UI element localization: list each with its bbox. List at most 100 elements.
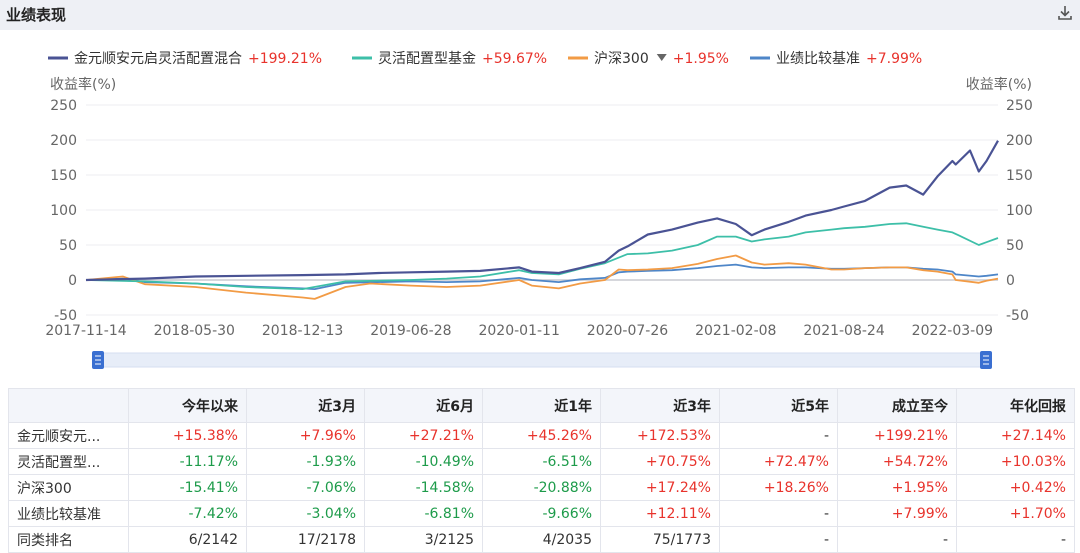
- table-row: 业绩比较基准 -7.42% -3.04% -6.81% -9.66% +12.11% - +7…: [8, 500, 1075, 527]
- series-line-0: [85, 140, 999, 282]
- header-cell-blank: [8, 388, 129, 423]
- table-row: 灵活配置型... -11.17% -1.93% -10.49% -6.51% +70.75…: [8, 448, 1075, 475]
- table-cell: +72.47%: [719, 448, 838, 475]
- table-cell: 75/1773: [600, 526, 720, 553]
- y-tick-label-left: 250: [50, 98, 77, 114]
- legend-value: +1.95%: [673, 51, 729, 67]
- performance-table: 今年以来 近3月 近6月 近1年 近3年 近5年 成立至今 年化回报 金元顺安元…: [8, 388, 1075, 553]
- table-cell: +15.38%: [128, 422, 247, 449]
- table-row: 沪深300 -15.41% -7.06% -14.58% -20.88% +17.24% +…: [8, 474, 1075, 501]
- table-cell: +18.26%: [719, 474, 838, 501]
- table-cell: -1.93%: [246, 448, 365, 475]
- legend-label[interactable]: 灵活配置型基金: [378, 50, 476, 67]
- header-cell-5y: 近5年: [719, 388, 838, 423]
- table-cell: +1.95%: [837, 474, 957, 501]
- legend-label[interactable]: 沪深300: [594, 51, 649, 67]
- table-cell: +172.53%: [600, 422, 720, 449]
- y-tick-label-right: 250: [1006, 98, 1033, 114]
- table-cell: -3.04%: [246, 500, 365, 527]
- y-tick-label-left: 200: [50, 133, 77, 149]
- section-header: 业绩表现: [0, 0, 1080, 30]
- legend-label[interactable]: 金元顺安元启灵活配置混合: [74, 51, 242, 67]
- table-cell: 4/2035: [482, 526, 601, 553]
- x-tick-label: 2018-12-13: [262, 323, 343, 339]
- table-cell: +199.21%: [837, 422, 957, 449]
- table-cell: +10.03%: [956, 448, 1075, 475]
- x-tick-label: 2017-11-14: [45, 323, 126, 339]
- table-cell: -: [719, 422, 838, 449]
- header-cell-inception: 成立至今: [837, 388, 957, 423]
- x-tick-label: 2021-02-08: [695, 323, 776, 339]
- y-axis-title-left: 收益率(%): [50, 76, 116, 93]
- y-tick-label-left: 0: [68, 273, 77, 289]
- table-cell: -9.66%: [482, 500, 601, 527]
- legend-label[interactable]: 业绩比较基准: [776, 50, 860, 67]
- table-cell: -: [837, 526, 957, 553]
- table-cell: -6.81%: [364, 500, 483, 527]
- x-tick-label: 2018-05-30: [154, 323, 235, 339]
- y-tick-label-right: 100: [1006, 203, 1033, 219]
- x-tick-label: 2019-06-28: [370, 323, 451, 339]
- y-tick-label-left: 150: [50, 168, 77, 184]
- y-tick-label-right: 150: [1006, 168, 1033, 184]
- table-cell: +12.11%: [600, 500, 720, 527]
- table-cell: -7.42%: [128, 500, 247, 527]
- table-cell: -11.17%: [128, 448, 247, 475]
- table-cell: +7.99%: [837, 500, 957, 527]
- table-cell: +45.26%: [482, 422, 601, 449]
- legend-value: +199.21%: [248, 51, 322, 67]
- header-cell-ytd: 今年以来: [128, 388, 247, 423]
- header-cell-6m: 近6月: [364, 388, 483, 423]
- table-cell: -: [956, 526, 1075, 553]
- table-cell: +7.96%: [246, 422, 365, 449]
- series-line-1: [85, 222, 999, 290]
- x-tick-label: 2020-01-11: [478, 323, 559, 339]
- chevron-down-icon[interactable]: [656, 54, 667, 61]
- table-cell: -6.51%: [482, 448, 601, 475]
- table-cell: -14.58%: [364, 474, 483, 501]
- series-line-3: [85, 263, 999, 290]
- table-cell: 6/2142: [128, 526, 247, 553]
- table-cell: -20.88%: [482, 474, 601, 501]
- table-row: 同类排名 6/2142 17/2178 3/2125 4/2035 75/1773- - -: [8, 526, 1075, 553]
- table-cell: +27.14%: [956, 422, 1075, 449]
- row-name: 金元顺安元...: [8, 422, 129, 449]
- x-tick-label: 2022-03-09: [912, 323, 993, 339]
- y-tick-label-right: 50: [1006, 238, 1024, 254]
- y-tick-label-right: 0: [1006, 273, 1015, 289]
- y-tick-label-left: 50: [59, 238, 77, 254]
- table-cell: +54.72%: [837, 448, 957, 475]
- table-row: 金元顺安元... +15.38% +7.96% +27.21% +45.26% +172.…: [8, 422, 1075, 449]
- range-slider-track[interactable]: [97, 352, 987, 368]
- table-cell: -: [719, 526, 838, 553]
- download-icon[interactable]: [1056, 4, 1074, 22]
- y-tick-label-left: -50: [54, 308, 77, 324]
- y-tick-label-right: 200: [1006, 133, 1033, 149]
- legend-value: +59.67%: [482, 51, 547, 67]
- table-cell: +1.70%: [956, 500, 1075, 527]
- header-cell-3y: 近3年: [600, 388, 720, 423]
- header-cell-1y: 近1年: [482, 388, 601, 423]
- table-cell: -10.49%: [364, 448, 483, 475]
- y-tick-label-left: 100: [50, 203, 77, 219]
- row-name: 同类排名: [8, 526, 129, 553]
- table-cell: 3/2125: [364, 526, 483, 553]
- table-cell: +17.24%: [600, 474, 720, 501]
- table-cell: +70.75%: [600, 448, 720, 475]
- table-cell: -15.41%: [128, 474, 247, 501]
- x-tick-label: 2020-07-26: [587, 323, 668, 339]
- performance-chart: 250 250 200 200 150 150 100 100 50 50 0 0 -50 -50 收益率(…: [45, 50, 1033, 369]
- table-cell: -: [719, 500, 838, 527]
- row-name: 业绩比较基准: [8, 500, 129, 527]
- table-header-row: 今年以来 近3月 近6月 近1年 近3年 近5年 成立至今 年化回报: [8, 388, 1075, 423]
- table-cell: -7.06%: [246, 474, 365, 501]
- header-cell-annualized: 年化回报: [956, 388, 1075, 423]
- row-name: 灵活配置型...: [8, 448, 129, 475]
- row-name: 沪深300: [8, 474, 129, 501]
- y-tick-label-right: -50: [1006, 308, 1029, 324]
- series-line-2: [85, 254, 999, 300]
- table-cell: 17/2178: [246, 526, 365, 553]
- header-cell-3m: 近3月: [246, 388, 365, 423]
- y-axis-title-right: 收益率(%): [966, 76, 1032, 93]
- table-cell: +0.42%: [956, 474, 1075, 501]
